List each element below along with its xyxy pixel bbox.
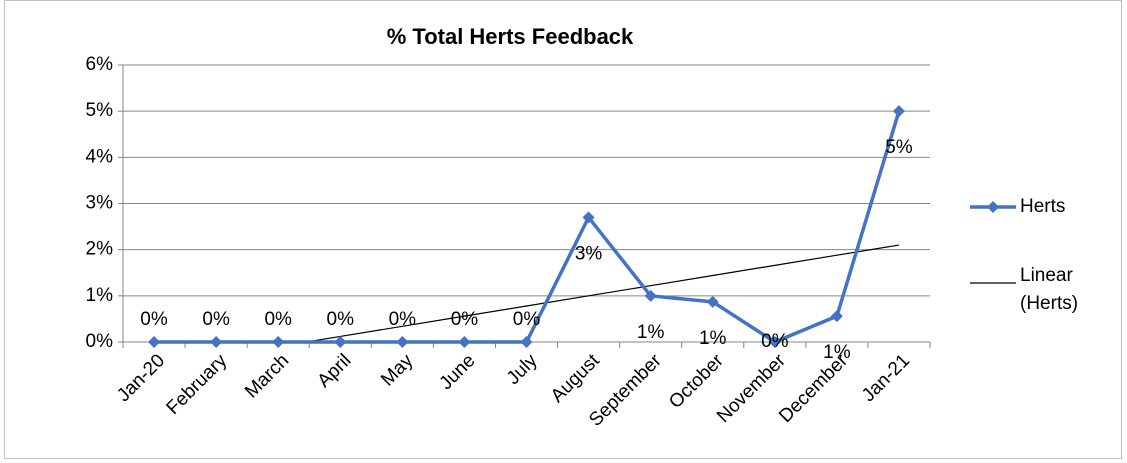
data-marker [768,336,781,348]
data-label: 1% [699,328,727,349]
y-tick-label: 4% [86,146,114,167]
data-marker [582,211,595,224]
chart-frame [4,0,1122,459]
y-tick-label: 3% [86,193,114,214]
y-tick-label: 1% [86,285,114,306]
data-label: 0% [513,309,541,330]
data-label: 0% [202,309,230,330]
trend-line [302,244,900,342]
data-marker [210,336,223,348]
data-label: 1% [637,322,665,343]
y-tick-label: 2% [86,239,114,260]
data-label: 1% [823,342,851,363]
legend-label: Linear (Herts) [1020,265,1078,314]
data-label: 0% [451,309,479,330]
data-label: 0% [327,309,355,330]
data-marker [520,336,533,348]
legend-marker [987,201,999,213]
y-tick-label: 5% [86,100,114,121]
legend-label: Herts [1020,196,1065,217]
data-marker [706,295,719,308]
data-marker [334,336,347,348]
data-label: 0% [761,331,789,352]
data-label: 0% [389,309,417,330]
plot-area [302,244,900,342]
data-label: 5% [885,137,913,158]
data-marker [644,289,657,302]
y-tick-label: 6% [86,54,114,75]
data-label: 3% [575,243,603,264]
data-marker [148,336,161,348]
legend-label-line: Linear [1020,265,1073,286]
data-marker [892,105,905,118]
data-marker [272,336,285,348]
data-marker [396,336,409,348]
chart-title: % Total Herts Feedback [387,24,634,49]
y-tick-label: 0% [86,331,114,352]
data-marker [458,336,471,348]
legend-label-line: (Herts) [1020,293,1078,314]
data-label: 0% [264,309,292,330]
data-marker [830,310,843,323]
data-label: 0% [140,309,168,330]
